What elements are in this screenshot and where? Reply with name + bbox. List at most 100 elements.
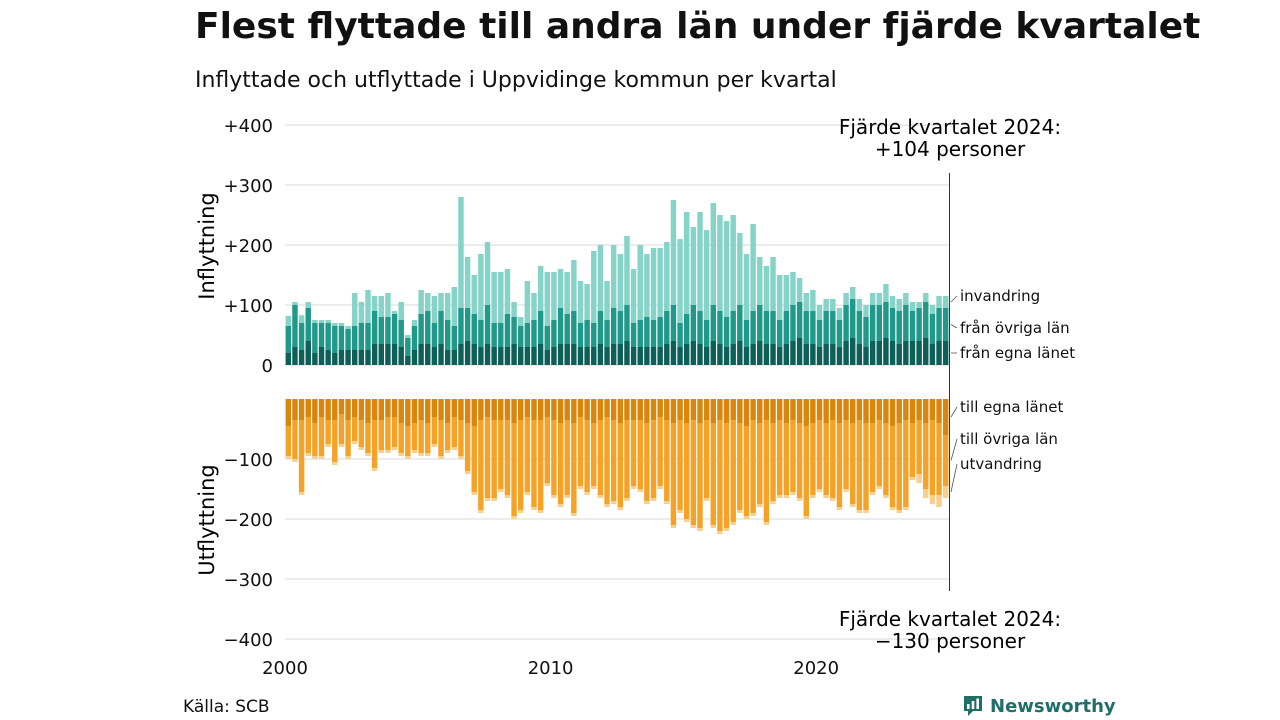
bar-out-emigration: [312, 456, 318, 459]
bar-out-other-counties: [863, 423, 869, 510]
bar-in-own-county: [843, 341, 849, 365]
bar-in-own-county: [471, 344, 477, 365]
bar-in-own-county: [710, 341, 717, 365]
bar-out-other-counties: [425, 423, 431, 453]
bar-in-immigration: [405, 335, 411, 338]
bar-out-other-counties: [757, 423, 763, 504]
bar-in-own-county: [385, 344, 391, 365]
bar-out-other-counties: [338, 414, 345, 444]
bar-out-other-counties: [591, 423, 597, 486]
bar-out-emigration: [617, 507, 624, 510]
bar-out-own-county: [438, 399, 444, 420]
legend-label-1: från övriga län: [960, 319, 1070, 337]
bar-in-other-counties: [584, 320, 590, 347]
ylabel-bottom: Utflyttning: [195, 464, 219, 576]
y-tick-label: −400: [224, 630, 273, 651]
annotation-top-line1: Fjärde kvartalet 2024:: [839, 115, 1061, 139]
bar-out-own-county: [796, 399, 803, 423]
bar-out-own-county: [803, 399, 809, 426]
brand-name: Newsworthy: [990, 695, 1116, 717]
bar-in-immigration: [790, 272, 796, 305]
bar-in-other-counties: [285, 326, 292, 353]
bar-in-own-county: [577, 347, 584, 365]
bar-out-other-counties: [345, 420, 351, 456]
bar-out-own-county: [292, 399, 298, 420]
bar-in-own-county: [338, 350, 345, 365]
bar-out-own-county: [365, 399, 371, 423]
bar-out-other-counties: [418, 420, 424, 453]
bar-out-own-county: [816, 399, 823, 420]
bar-out-other-counties: [743, 426, 750, 516]
bar-out-emigration: [830, 498, 836, 501]
bar-in-immigration: [650, 248, 657, 320]
bar-in-other-counties: [351, 326, 358, 350]
bar-in-immigration: [484, 242, 491, 305]
bar-in-own-county: [737, 341, 743, 365]
bar-out-own-county: [936, 399, 942, 423]
bar-out-own-county: [471, 399, 477, 426]
bar-out-own-county: [896, 399, 902, 423]
bar-in-immigration: [332, 323, 338, 326]
bar-in-immigration: [876, 293, 883, 305]
bar-out-own-county: [723, 399, 730, 423]
bar-in-immigration: [750, 224, 756, 311]
bar-in-immigration: [345, 326, 351, 329]
bar-in-immigration: [644, 254, 650, 317]
bar-in-other-counties: [650, 320, 657, 347]
bar-in-own-county: [498, 347, 504, 365]
bar-in-other-counties: [657, 317, 663, 347]
bar-out-other-counties: [690, 420, 697, 525]
bar-in-own-county: [757, 341, 763, 365]
bar-out-own-county: [371, 399, 378, 420]
bar-in-other-counties: [464, 308, 471, 341]
bar-in-immigration: [564, 272, 570, 314]
y-tick-label: +100: [224, 296, 273, 317]
bar-in-immigration: [411, 320, 418, 326]
bar-out-other-counties: [444, 423, 451, 450]
y-tick-label: −300: [224, 570, 273, 591]
bar-in-other-counties: [504, 314, 511, 347]
bar-in-other-counties: [637, 320, 643, 347]
bar-out-emigration: [644, 501, 650, 504]
bar-out-other-counties: [557, 423, 564, 504]
bar-in-other-counties: [617, 311, 624, 344]
bar-in-immigration: [816, 305, 823, 320]
bar-in-other-counties: [391, 314, 398, 344]
bar-in-own-county: [670, 341, 677, 365]
bar-in-own-county: [936, 341, 942, 365]
bar-in-immigration: [604, 281, 610, 320]
bar-in-other-counties: [564, 314, 570, 344]
bar-in-other-counties: [763, 311, 770, 344]
bar-out-other-counties: [644, 423, 650, 501]
bar-in-own-county: [557, 344, 564, 365]
bar-in-own-county: [318, 347, 325, 365]
legend: invandring från övriga län från egna länet…: [950, 287, 1075, 493]
bar-in-own-county: [916, 341, 922, 365]
bar-out-other-counties: [610, 420, 617, 501]
bar-out-own-county: [743, 399, 750, 426]
bar-out-own-county: [757, 399, 763, 423]
bar-out-emigration: [790, 492, 796, 495]
bar-out-emigration: [305, 453, 311, 456]
bar-out-emigration: [338, 444, 345, 447]
bar-out-emigration: [591, 486, 597, 489]
bar-in-other-counties: [318, 323, 325, 347]
bar-out-emigration: [703, 498, 710, 501]
bar-in-other-counties: [537, 311, 544, 344]
bar-in-other-counties: [624, 305, 630, 341]
bar-out-emigration: [405, 456, 411, 459]
bar-in-immigration: [425, 293, 431, 311]
bar-out-own-county: [776, 399, 783, 420]
bar-in-immigration: [557, 269, 564, 308]
bar-in-other-counties: [630, 323, 637, 347]
bar-in-immigration: [491, 272, 497, 323]
bar-out-own-county: [909, 399, 916, 423]
y-tick-label: +200: [224, 236, 273, 257]
bar-out-emigration: [657, 486, 663, 489]
bar-out-own-county: [564, 399, 570, 420]
bar-in-immigration: [942, 296, 949, 308]
bar-out-emigration: [929, 495, 936, 504]
bar-in-own-county: [836, 347, 843, 365]
bar-in-immigration: [683, 212, 690, 314]
bar-in-own-county: [750, 344, 756, 365]
